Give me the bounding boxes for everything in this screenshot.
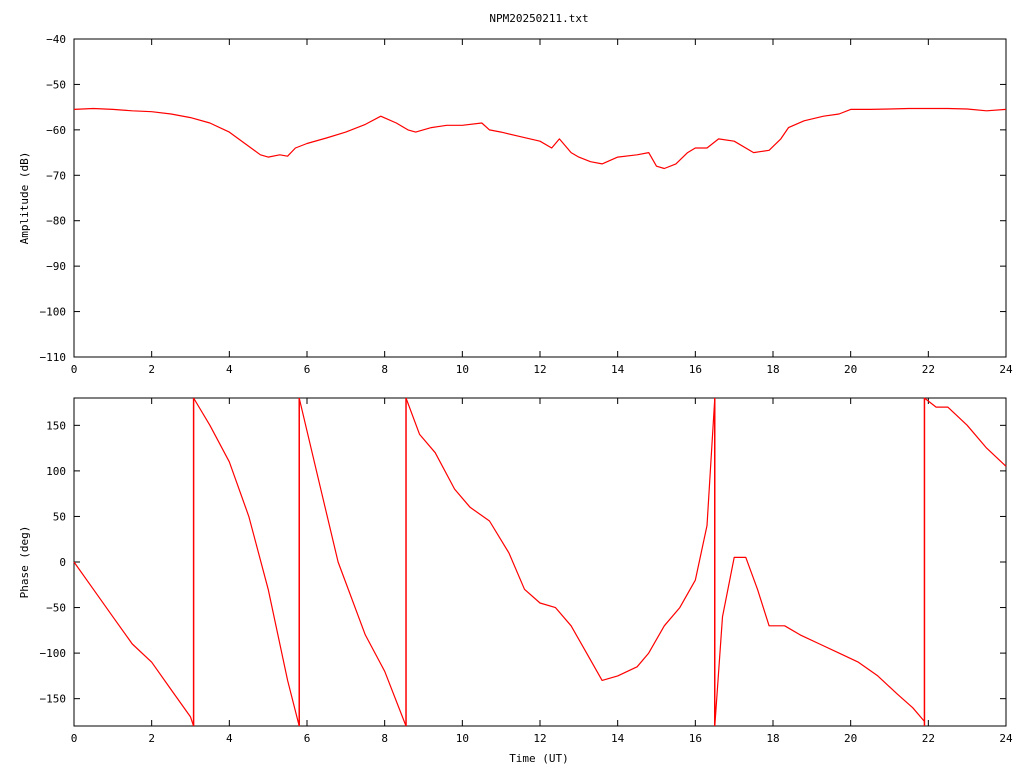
amplitude-x-tick-label: 20 — [844, 363, 857, 376]
amplitude-x-tick-label: 10 — [456, 363, 469, 376]
amplitude-y-tick-label: −60 — [46, 124, 66, 137]
phase-y-tick-label: 100 — [46, 465, 66, 478]
phase-panel: 0 2 4 6 8 10 12 14 16 18 20 22 24 150100500−50−100−1… — [18, 397, 1013, 765]
amplitude-panel: 0 2 4 6 8 10 12 14 16 18 20 22 24 −40−50−60−70−80−90… — [18, 33, 1013, 376]
amplitude-plot-frame — [73, 38, 1007, 358]
phase-y-tick-label: −50 — [46, 602, 66, 615]
amplitude-x-tick-label: 4 — [226, 363, 233, 376]
amplitude-x-tick-label: 24 — [999, 363, 1013, 376]
phase-x-tick-label: 4 — [226, 732, 233, 745]
amplitude-y-tick-label: −50 — [46, 78, 66, 91]
phase-x-tick-label: 12 — [533, 732, 546, 745]
phase-y-tick-label: 150 — [46, 419, 66, 432]
phase-x-tick-label: 24 — [999, 732, 1013, 745]
phase-x-tick-label: 8 — [381, 732, 388, 745]
phase-x-tick-label: 14 — [611, 732, 625, 745]
phase-y-axis-label: Phase (deg) — [18, 526, 31, 599]
amplitude-x-tick-label: 2 — [148, 363, 155, 376]
chart-title: NPM20250211.txt — [489, 12, 588, 25]
amplitude-x-tick-label: 0 — [71, 363, 78, 376]
phase-x-tick-label: 6 — [304, 732, 311, 745]
amplitude-series-line — [73, 107, 1007, 170]
phase-x-tick-label: 2 — [148, 732, 155, 745]
phase-y-tick-label: −150 — [40, 693, 67, 706]
amplitude-y-tick-label: −90 — [46, 260, 66, 273]
amplitude-y-axis-label: Amplitude (dB) — [18, 152, 31, 245]
amplitude-y-tick-label: −40 — [46, 33, 66, 46]
amplitude-y-ticks: −40 −50 −60 −70 −80 −90 −100 −110 — [40, 33, 1006, 364]
amplitude-y-tick-label: −80 — [46, 215, 66, 228]
phase-x-tick-label: 20 — [844, 732, 857, 745]
phase-x-tick-label: 16 — [689, 732, 702, 745]
amplitude-x-tick-label: 8 — [381, 363, 388, 376]
phase-x-tick-label: 18 — [766, 732, 779, 745]
phase-x-ticks: 0 2 4 6 8 10 12 14 16 18 20 22 24 — [71, 398, 1013, 745]
phase-y-tick-label: 0 — [59, 556, 66, 569]
phase-y-tick-label: −100 — [40, 647, 67, 660]
amplitude-x-tick-label: 16 — [689, 363, 702, 376]
amplitude-x-tick-label: 22 — [922, 363, 935, 376]
amplitude-x-ticks: 0 2 4 6 8 10 12 14 16 18 20 22 24 — [71, 39, 1013, 376]
phase-x-axis-label: Time (UT) — [509, 752, 569, 765]
amplitude-y-tick-label: −70 — [46, 169, 66, 182]
phase-x-tick-label: 22 — [922, 732, 935, 745]
phase-plot-frame — [73, 397, 1007, 727]
phase-y-tick-label: 50 — [53, 510, 66, 523]
amplitude-x-tick-label: 14 — [611, 363, 625, 376]
amplitude-y-tick-label: −100 — [40, 306, 67, 319]
phase-x-tick-label: 10 — [456, 732, 469, 745]
amplitude-y-tick-label: −110 — [40, 351, 67, 364]
phase-y-ticks: 150 100 50 0 −50 −100 −150 — [40, 419, 1006, 706]
amplitude-x-tick-label: 12 — [533, 363, 546, 376]
phase-series-line — [73, 397, 1007, 727]
amplitude-x-tick-label: 18 — [766, 363, 779, 376]
phase-x-tick-label: 0 — [71, 732, 78, 745]
amplitude-x-tick-label: 6 — [304, 363, 311, 376]
